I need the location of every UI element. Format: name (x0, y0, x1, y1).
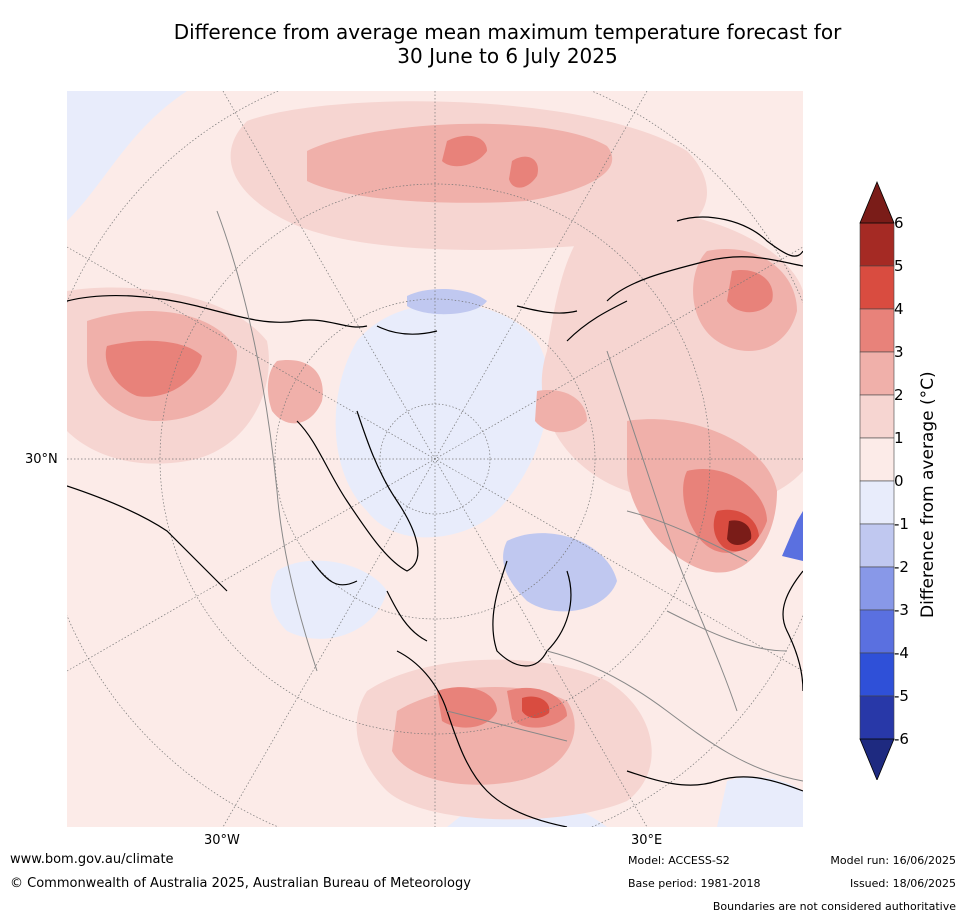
coastlines (67, 216, 803, 827)
cool-region-east-edge (782, 511, 803, 561)
lat-label-30n: 30°N (25, 452, 58, 467)
colorbar-scale (859, 180, 895, 780)
cool-region-arctic-coast (407, 289, 487, 315)
polar-map (67, 91, 803, 827)
warm-region-hudson (267, 360, 323, 424)
colorbar-segment (859, 222, 895, 267)
colorbar-segment (859, 609, 895, 654)
lon-label-30w: 30°W (204, 833, 240, 848)
footer-model: Model: ACCESS-S2 (628, 854, 730, 867)
colorbar-segment (859, 695, 895, 740)
footer-base-period: Base period: 1981-2018 (628, 877, 761, 890)
cool-region-se (717, 776, 803, 827)
map-canvas (67, 91, 803, 827)
colorbar-segment (859, 394, 895, 439)
colorbar-tick-label: -5 (894, 687, 909, 705)
colorbar-tick-label: 1 (894, 429, 904, 447)
warm-region-west-core (105, 340, 202, 397)
cool-region-arctic (335, 303, 550, 538)
colorbar-segment (859, 308, 895, 353)
warm-region-east-upper-core (727, 270, 773, 313)
title-line-2: 30 June to 6 July 2025 (397, 44, 618, 68)
colorbar-tick-label: 0 (894, 472, 904, 490)
colorbar-segment (859, 437, 895, 482)
colorbar-segment (859, 351, 895, 396)
colorbar-tick-label: 4 (894, 300, 904, 318)
colorbar: 6 5 4 3 2 1 0 -1 -2 -3 -4 -5 -6 (850, 180, 965, 790)
colorbar-tick-label: 5 (894, 257, 904, 275)
graticule (67, 91, 803, 827)
colorbar-segment (859, 566, 895, 611)
footer-disclaimer: Boundaries are not considered authoritat… (712, 900, 956, 913)
colorbar-tick-label: 2 (894, 386, 904, 404)
colorbar-tick-label: -3 (894, 601, 909, 619)
title-line-1: Difference from average mean maximum tem… (173, 20, 842, 44)
colorbar-tick-label: -4 (894, 644, 909, 662)
map-title: Difference from average mean maximum tem… (60, 20, 955, 68)
warm-region-urals (535, 390, 587, 433)
colorbar-over-arrow (859, 180, 895, 224)
colorbar-segment (859, 265, 895, 310)
footer-copyright: © Commonwealth of Australia 2025, Austra… (10, 876, 471, 891)
colorbar-tick-label: -6 (894, 730, 909, 748)
colorbar-under-arrow (859, 738, 895, 780)
colorbar-segment (859, 480, 895, 525)
warm-region-mongolia-peak (727, 520, 752, 545)
colorbar-tick-label: -1 (894, 515, 909, 533)
country-boundaries (216, 210, 803, 782)
colorbar-tick-label: 3 (894, 343, 904, 361)
warm-region-europe-core-1 (437, 687, 497, 728)
cool-region-nw (67, 91, 187, 221)
colorbar-tick-label: 6 (894, 214, 904, 232)
footer-issued: Issued: 18/06/2025 (849, 877, 956, 890)
warm-region-balkans-hot (522, 696, 550, 719)
footer-url[interactable]: www.bom.gov.au/climate (10, 852, 174, 867)
cool-region-atlantic (270, 560, 387, 639)
colorbar-segment (859, 523, 895, 568)
warm-spot-north-1 (442, 135, 487, 167)
colorbar-title: Difference from average (°C) (918, 371, 938, 618)
colorbar-segment (859, 652, 895, 697)
footer-model-run: Model run: 16/06/2025 (830, 854, 956, 867)
warm-spot-north-2 (509, 156, 538, 188)
colorbar-tick-label: -2 (894, 558, 909, 576)
lon-label-30e: 30°E (631, 833, 663, 848)
cool-region-scandinavia (503, 533, 617, 612)
